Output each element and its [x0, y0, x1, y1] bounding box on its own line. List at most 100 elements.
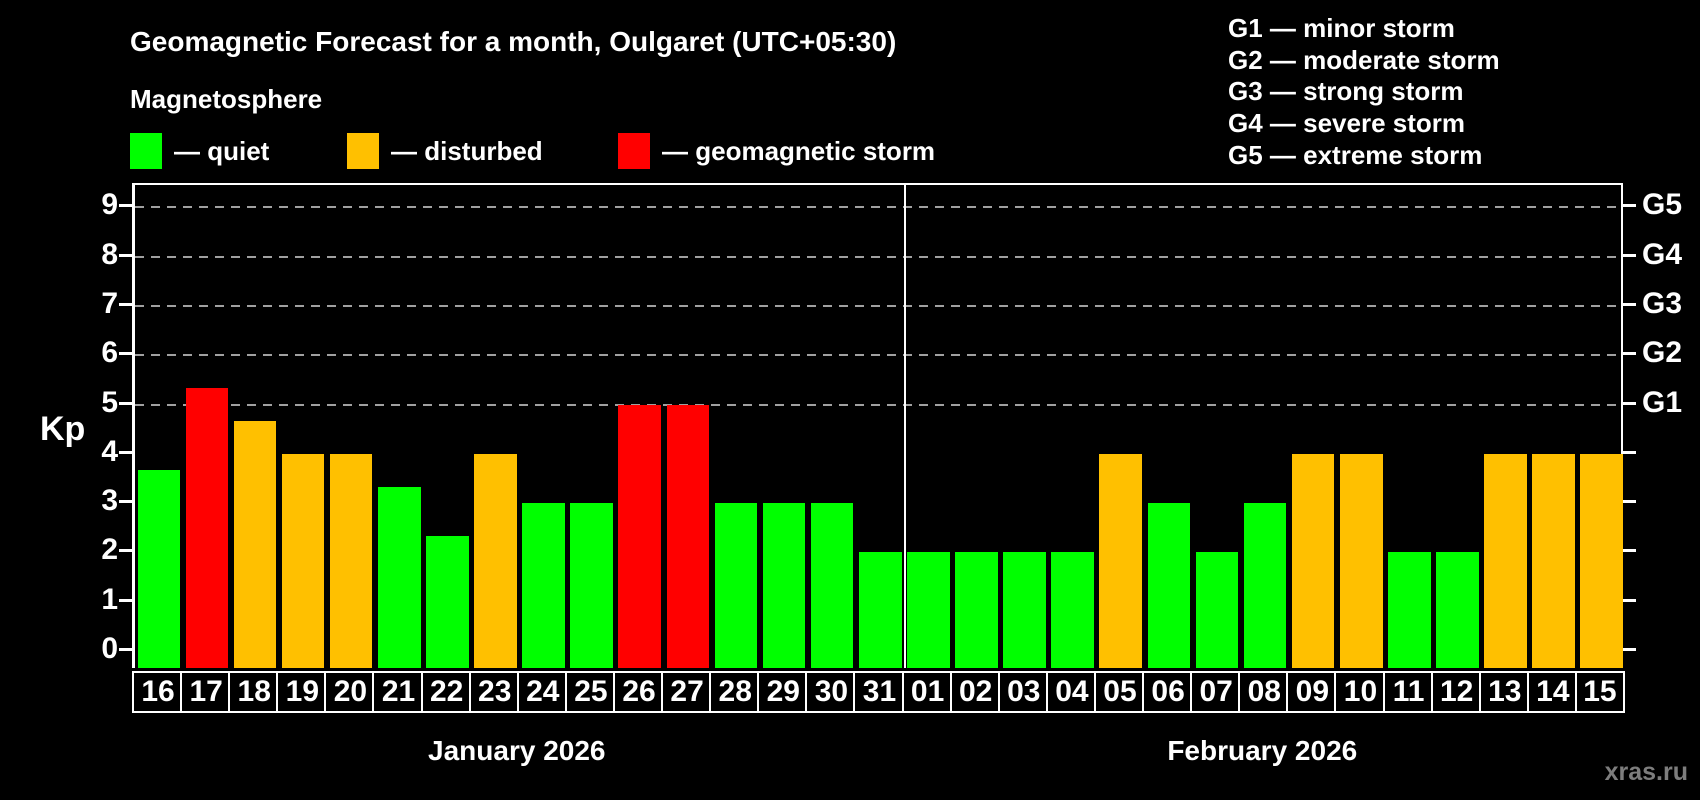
day-cell-18: 18 [228, 671, 279, 713]
y-tick-left-4 [119, 450, 132, 454]
right-axis-label-G2: G2 [1642, 336, 1683, 370]
kp-bar-day30 [810, 503, 854, 668]
day-cell-23: 23 [468, 671, 519, 713]
kp-bar-day07 [1195, 552, 1239, 668]
y-tick-label-4: 4 [101, 434, 118, 468]
y-tick-label-5: 5 [101, 385, 118, 419]
gridline-kp9 [135, 206, 1621, 209]
gridline-kp7 [135, 304, 1621, 307]
kp-bar-day29 [762, 503, 806, 668]
kp-bar-day16 [137, 470, 181, 668]
g-scale-line-4: G4 — severe storm [1228, 108, 1466, 139]
y-tick-right-8 [1623, 253, 1636, 257]
day-label-row: 16 17 18 19 20 21 22 23 24 25 26 27 28 29 30 31 01 02 03 04… [132, 671, 1627, 713]
kp-bar-day14 [1532, 453, 1575, 668]
g-scale-legend: G1 — minor storm G2 — moderate storm G3 — … [1228, 13, 1500, 172]
kp-bar-day22 [426, 536, 469, 668]
right-axis-label-G3: G3 [1642, 286, 1683, 320]
right-axis-label-G5: G5 [1642, 188, 1683, 222]
kp-bar-day19 [281, 453, 325, 668]
day-cell-08: 08 [1238, 671, 1289, 713]
kp-bar-day13 [1484, 453, 1527, 668]
right-axis-label-G1: G1 [1642, 385, 1683, 419]
page-title: Geomagnetic Forecast for a month, Oulgar… [130, 26, 897, 57]
kp-bar-day21 [377, 486, 421, 668]
y-tick-right-7 [1623, 302, 1636, 306]
y-tick-left-0 [119, 648, 132, 651]
day-cell-09: 09 [1286, 671, 1337, 713]
day-cell-03: 03 [997, 671, 1048, 713]
kp-bar-day24 [522, 503, 565, 668]
kp-bar-day06 [1147, 503, 1191, 668]
day-cell-12: 12 [1430, 671, 1481, 713]
y-tick-right-2 [1623, 549, 1636, 553]
kp-bar-day18 [233, 420, 277, 668]
legend-label-storm: — geomagnetic storm [662, 135, 936, 166]
y-tick-right-5 [1623, 401, 1636, 405]
day-cell-27: 27 [661, 671, 712, 713]
gridline-kp5 [135, 403, 1621, 406]
y-tick-left-5 [119, 401, 132, 405]
legend-label-disturbed: — disturbed [391, 135, 543, 166]
kp-bar-day25 [570, 503, 613, 668]
watermark: xras.ru [1604, 758, 1688, 786]
day-cell-21: 21 [372, 671, 423, 713]
y-tick-label-1: 1 [101, 582, 118, 616]
gridline-kp8 [135, 255, 1621, 258]
kp-bar-day01 [907, 552, 950, 668]
y-tick-right-6 [1623, 352, 1636, 356]
day-cell-16: 16 [132, 671, 183, 713]
month-label-0: January 2026 [428, 735, 606, 766]
kp-bar-day31 [858, 552, 902, 668]
kp-bar-day27 [666, 404, 710, 668]
g-scale-line-2: G2 — moderate storm [1228, 44, 1500, 75]
day-cell-07: 07 [1190, 671, 1241, 713]
day-cell-01: 01 [901, 671, 952, 713]
day-cell-06: 06 [1142, 671, 1193, 713]
kp-bar-day05 [1099, 453, 1143, 668]
kp-bar-day20 [329, 453, 373, 668]
storm-swatch [618, 133, 650, 169]
y-tick-left-6 [119, 352, 132, 356]
day-cell-15: 15 [1574, 671, 1625, 713]
day-cell-29: 29 [757, 671, 808, 713]
day-cell-19: 19 [276, 671, 327, 713]
kp-bar-day17 [185, 388, 229, 668]
disturbed-swatch [347, 133, 379, 169]
y-tick-right-4 [1623, 450, 1636, 454]
day-cell-17: 17 [180, 671, 231, 713]
day-cell-20: 20 [324, 671, 375, 713]
y-tick-label-0: 0 [101, 632, 118, 665]
gridline-kp6 [135, 354, 1621, 357]
day-cell-11: 11 [1382, 671, 1433, 713]
y-tick-right-3 [1623, 500, 1636, 504]
day-cell-05: 05 [1093, 671, 1145, 713]
y-tick-right-9 [1623, 204, 1636, 208]
kp-bar-day08 [1243, 503, 1287, 668]
y-tick-label-7: 7 [101, 286, 118, 320]
month-divider [903, 185, 906, 668]
kp-bar-day28 [714, 503, 758, 668]
magnetosphere-label: Magnetosphere [130, 84, 323, 114]
quiet-swatch [130, 133, 162, 169]
y-tick-right-1 [1623, 598, 1636, 602]
kp-bar-day02 [955, 552, 998, 668]
legend-item-quiet: — quiet [130, 133, 269, 169]
day-cell-24: 24 [516, 671, 567, 713]
y-tick-label-8: 8 [101, 237, 118, 271]
y-tick-label-9: 9 [101, 188, 118, 222]
day-cell-28: 28 [709, 671, 760, 713]
plot-area [132, 183, 1623, 668]
legend-item-disturbed: — disturbed [347, 133, 543, 169]
y-tick-label-6: 6 [101, 336, 118, 370]
y-tick-left-7 [119, 302, 132, 306]
kp-bar-day10 [1339, 453, 1383, 668]
y-tick-label-2: 2 [101, 533, 118, 567]
kp-bar-day23 [474, 453, 517, 668]
legend-item-storm: — geomagnetic storm [618, 133, 935, 169]
kp-bar-day04 [1051, 552, 1094, 668]
y-tick-right-0 [1623, 648, 1636, 651]
g-scale-line-3: G3 — strong storm [1228, 76, 1464, 107]
kp-bar-day09 [1291, 453, 1335, 668]
